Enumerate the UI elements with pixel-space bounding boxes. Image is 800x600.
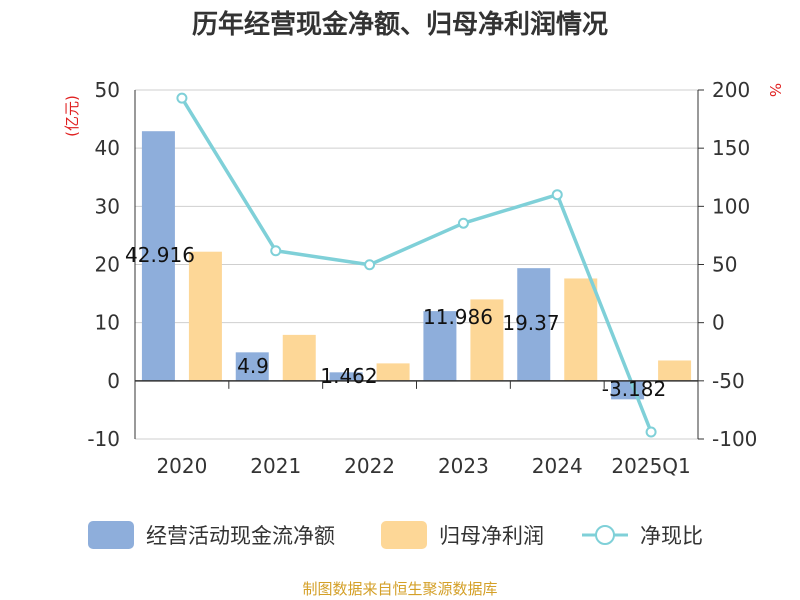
left-tick-label: -10 [87,427,120,451]
left-tick-label: 50 [95,78,120,102]
line-group [176,92,657,438]
category-label: 2024 [532,454,583,478]
legend-net-profit-swatch [381,521,427,549]
net-profit-bar [658,360,692,381]
category-label: 2022 [344,454,395,478]
cash-flow-bar [141,131,175,381]
cash-flow-bar [235,352,269,381]
right-axis-unit: % [766,83,784,97]
right-tick-label: -100 [712,427,757,451]
cash-flow-data-label: -3.182 [602,377,666,401]
legend-net-profit-label: 归母净利润 [439,524,544,548]
net-profit-bar [376,363,410,381]
ratio-point [364,259,376,271]
ratio-point [176,92,188,104]
source-note: 制图数据来自恒生聚源数据库 [302,580,497,598]
net-profit-bar [282,334,316,381]
cash-flow-bar [517,268,551,381]
ratio-point [270,245,282,257]
net-profit-bar [564,278,598,381]
right-tick-label: 100 [712,194,750,218]
right-tick-label: 200 [712,78,750,102]
right-tick-label: -50 [712,369,745,393]
legend-cash-flow-swatch [88,521,134,549]
left-tick-label: 20 [95,253,120,277]
bars-group [141,131,692,400]
ratio-point [551,189,563,201]
legend-cash-flow-label: 经营活动现金流净额 [146,524,335,548]
category-label: 2020 [156,454,207,478]
category-label: 2023 [438,454,489,478]
category-label: 2025Q1 [611,454,690,478]
net-profit-bar [470,299,504,381]
legend-ratio-swatch-marker [595,525,615,545]
ratio-point [457,217,469,229]
cash-flow-data-label: 11.986 [423,305,493,329]
cash-flow-data-label: 19.37 [502,311,559,335]
right-tick-label: 0 [712,311,725,335]
ratio-line [180,97,653,433]
category-label: 2021 [250,454,301,478]
chart-title: 历年经营现金净额、归母净利润情况 [192,9,608,40]
data-labels: 42.916 4.9 1.462 11.986 19.37 -3.182 [125,243,666,401]
cash-flow-data-label: 1.462 [320,364,377,388]
legend: 经营活动现金流净额 归母净利润 净现比 [88,521,703,549]
left-tick-label: 10 [95,311,120,335]
left-tick-label: 40 [95,136,120,160]
left-tick-label: 0 [107,369,120,393]
cash-flow-bar [329,372,363,381]
net-profit-bar [188,251,222,381]
left-axis-unit: (亿元) [63,95,81,137]
cash-flow-data-label: 42.916 [125,243,195,267]
cash-flow-data-label: 4.9 [237,354,269,378]
right-tick-label: 150 [712,136,750,160]
ratio-point [645,426,657,438]
legend-ratio-label: 净现比 [640,524,703,548]
cash-flow-bar [423,311,457,381]
right-tick-label: 50 [712,253,737,277]
left-tick-label: 30 [95,194,120,218]
